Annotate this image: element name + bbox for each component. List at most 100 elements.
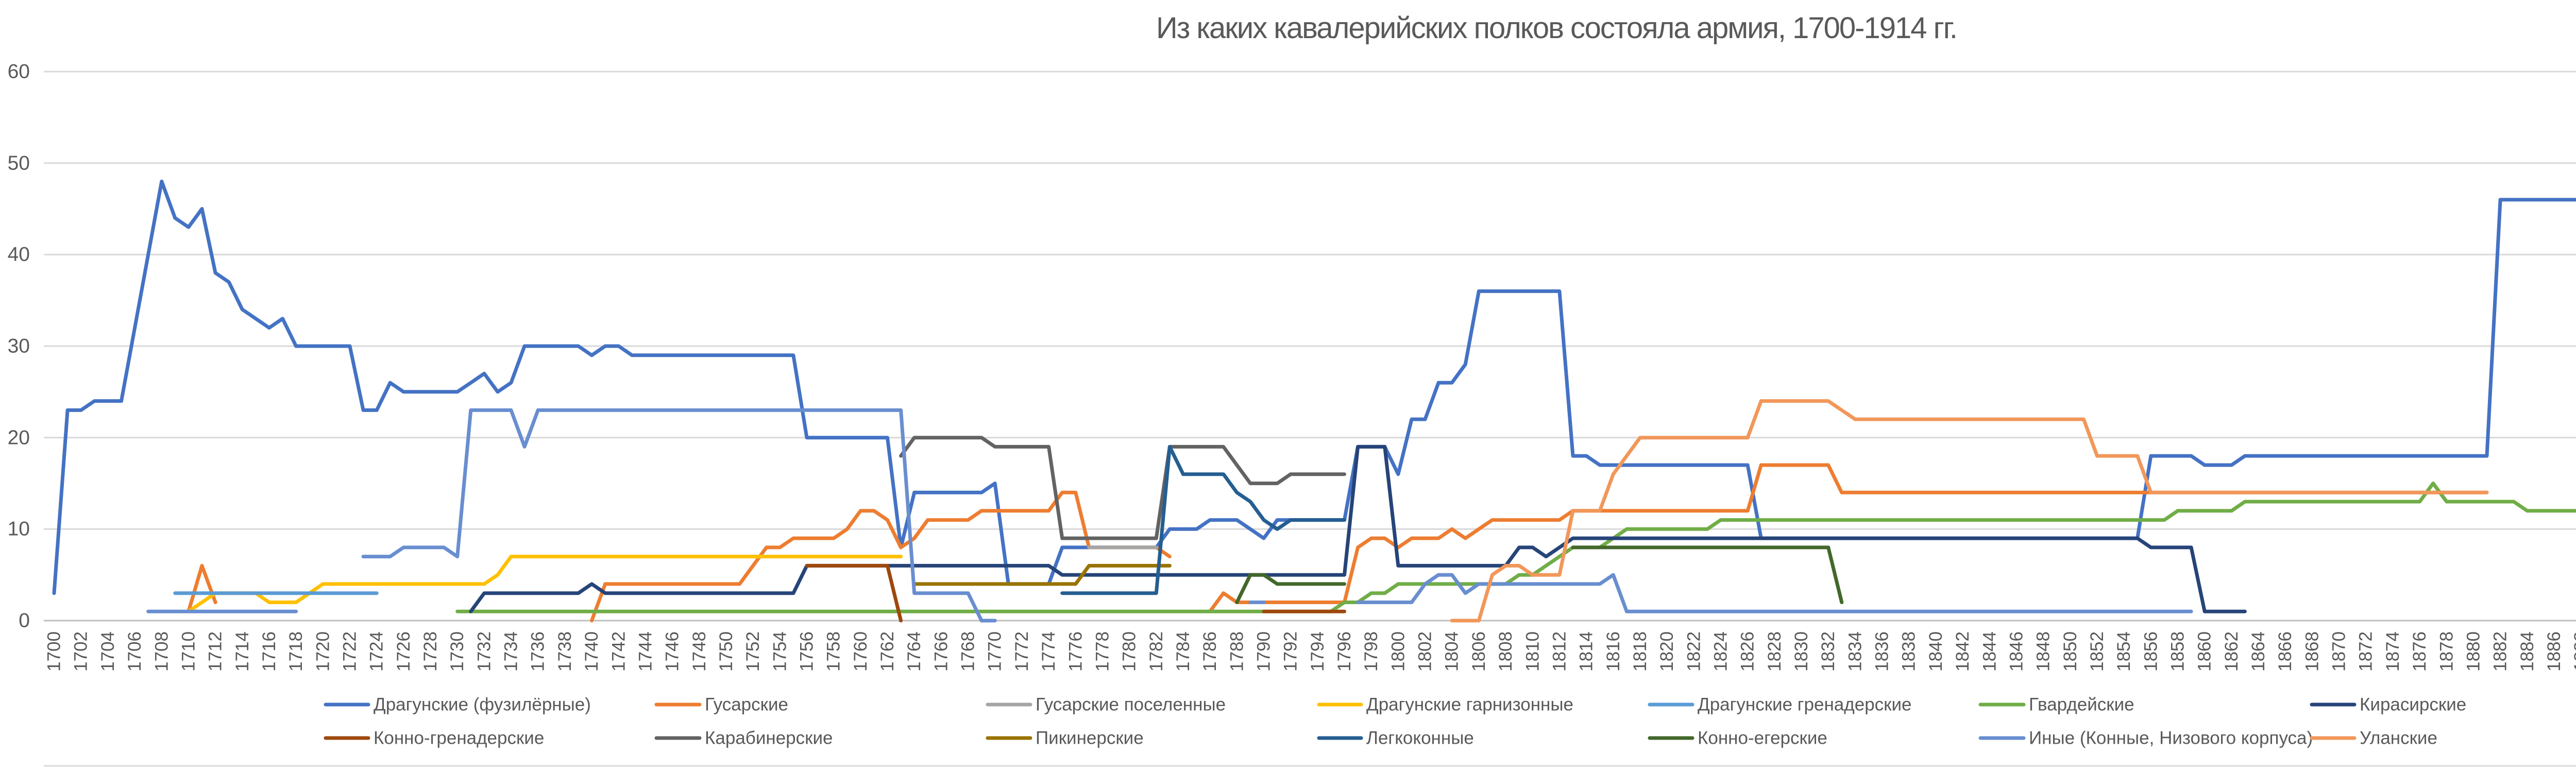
- svg-text:1754: 1754: [770, 631, 790, 672]
- svg-text:Конно-гренадерские: Конно-гренадерские: [374, 728, 544, 748]
- svg-text:1868: 1868: [2302, 631, 2322, 672]
- svg-text:1758: 1758: [824, 631, 844, 672]
- svg-text:1736: 1736: [528, 631, 548, 672]
- svg-text:1886: 1886: [2544, 631, 2564, 672]
- svg-text:1878: 1878: [2436, 631, 2456, 672]
- svg-text:1784: 1784: [1173, 631, 1193, 672]
- svg-text:10: 10: [8, 518, 30, 540]
- svg-text:1812: 1812: [1549, 631, 1569, 672]
- svg-text:1880: 1880: [2464, 631, 2484, 672]
- svg-text:1796: 1796: [1334, 631, 1354, 672]
- svg-text:1858: 1858: [2168, 631, 2188, 672]
- svg-text:1826: 1826: [1738, 631, 1758, 672]
- svg-text:Драгунские гренадерские: Драгунские гренадерские: [1698, 695, 1911, 715]
- svg-text:1730: 1730: [447, 631, 467, 672]
- svg-text:1850: 1850: [2060, 631, 2080, 672]
- svg-text:1836: 1836: [1872, 631, 1892, 672]
- svg-text:1740: 1740: [582, 631, 602, 672]
- svg-text:1876: 1876: [2410, 631, 2430, 672]
- svg-text:0: 0: [19, 610, 30, 632]
- svg-text:1860: 1860: [2195, 631, 2215, 672]
- svg-text:30: 30: [8, 335, 30, 357]
- svg-text:1714: 1714: [232, 631, 252, 672]
- svg-text:1824: 1824: [1711, 631, 1731, 672]
- svg-text:1776: 1776: [1065, 631, 1086, 672]
- svg-text:1808: 1808: [1496, 631, 1516, 672]
- svg-text:1732: 1732: [474, 631, 494, 672]
- svg-text:1882: 1882: [2490, 631, 2511, 672]
- svg-text:1724: 1724: [367, 631, 387, 672]
- svg-text:1760: 1760: [851, 631, 871, 672]
- svg-text:Гусарские поселенные: Гусарские поселенные: [1036, 695, 1226, 715]
- svg-text:1830: 1830: [1791, 631, 1811, 672]
- svg-text:1720: 1720: [313, 631, 333, 672]
- svg-text:1770: 1770: [985, 631, 1005, 672]
- svg-text:1726: 1726: [394, 631, 414, 672]
- svg-text:Карабинерские: Карабинерские: [705, 728, 833, 748]
- svg-text:1774: 1774: [1039, 631, 1059, 672]
- svg-text:1716: 1716: [259, 631, 279, 672]
- svg-text:Легкоконные: Легкоконные: [1366, 728, 1474, 748]
- svg-text:20: 20: [8, 427, 30, 449]
- svg-text:1798: 1798: [1361, 631, 1381, 672]
- svg-text:1772: 1772: [1012, 631, 1032, 672]
- svg-text:1840: 1840: [1926, 631, 1946, 672]
- svg-text:1786: 1786: [1200, 631, 1220, 672]
- svg-text:1862: 1862: [2222, 631, 2242, 672]
- svg-text:1844: 1844: [1979, 631, 1999, 672]
- svg-text:1792: 1792: [1281, 631, 1301, 672]
- svg-text:1838: 1838: [1899, 631, 1919, 672]
- svg-text:1800: 1800: [1388, 631, 1408, 672]
- svg-text:Драгунские (фузилёрные): Драгунские (фузилёрные): [374, 695, 591, 715]
- svg-text:1766: 1766: [931, 631, 951, 672]
- svg-text:1762: 1762: [877, 631, 897, 672]
- svg-text:1744: 1744: [635, 631, 655, 672]
- svg-text:1734: 1734: [501, 631, 521, 672]
- svg-text:1746: 1746: [663, 631, 683, 672]
- svg-text:1764: 1764: [904, 631, 924, 672]
- svg-text:1752: 1752: [743, 631, 763, 672]
- svg-text:1870: 1870: [2329, 631, 2349, 672]
- svg-text:Гусарские: Гусарские: [705, 695, 788, 715]
- svg-text:40: 40: [8, 244, 30, 266]
- svg-text:1856: 1856: [2141, 631, 2161, 672]
- svg-text:Пикинерские: Пикинерские: [1036, 728, 1144, 748]
- svg-text:Гвардейские: Гвардейские: [2029, 695, 2134, 715]
- svg-text:1712: 1712: [206, 631, 226, 672]
- svg-text:1748: 1748: [689, 631, 709, 672]
- svg-text:1728: 1728: [420, 631, 440, 672]
- svg-text:1742: 1742: [608, 631, 629, 672]
- svg-text:1768: 1768: [958, 631, 978, 672]
- svg-text:1708: 1708: [151, 631, 172, 672]
- svg-text:1828: 1828: [1765, 631, 1785, 672]
- svg-text:1778: 1778: [1092, 631, 1112, 672]
- svg-text:1864: 1864: [2248, 631, 2268, 672]
- svg-text:Конно-егерские: Конно-егерские: [1698, 728, 1827, 748]
- svg-text:1888: 1888: [2571, 631, 2576, 672]
- svg-text:1722: 1722: [340, 631, 360, 672]
- svg-text:1854: 1854: [2114, 631, 2134, 672]
- svg-text:1822: 1822: [1684, 631, 1704, 672]
- svg-text:1702: 1702: [71, 631, 91, 672]
- svg-text:1802: 1802: [1415, 631, 1435, 672]
- svg-text:1718: 1718: [286, 631, 306, 672]
- svg-text:1790: 1790: [1254, 631, 1274, 672]
- svg-text:Драгунские гарнизонные: Драгунские гарнизонные: [1366, 695, 1573, 715]
- svg-text:1816: 1816: [1603, 631, 1623, 672]
- svg-text:60: 60: [8, 61, 30, 83]
- svg-text:1704: 1704: [98, 631, 118, 672]
- svg-text:Уланские: Уланские: [2360, 728, 2437, 748]
- svg-text:1706: 1706: [125, 631, 145, 672]
- svg-text:1818: 1818: [1630, 631, 1650, 672]
- svg-text:1710: 1710: [178, 631, 198, 672]
- svg-text:Из каких кавалерийских полков: Из каких кавалерийских полков состояла а…: [1156, 11, 1957, 45]
- svg-text:1874: 1874: [2383, 631, 2403, 672]
- svg-text:1884: 1884: [2517, 631, 2537, 672]
- svg-text:1842: 1842: [1953, 631, 1973, 672]
- svg-text:1804: 1804: [1442, 631, 1462, 672]
- svg-text:1846: 1846: [2006, 631, 2026, 672]
- svg-text:1848: 1848: [2033, 631, 2054, 672]
- svg-text:1820: 1820: [1657, 631, 1677, 672]
- svg-text:1832: 1832: [1818, 631, 1838, 672]
- svg-text:1738: 1738: [555, 631, 575, 672]
